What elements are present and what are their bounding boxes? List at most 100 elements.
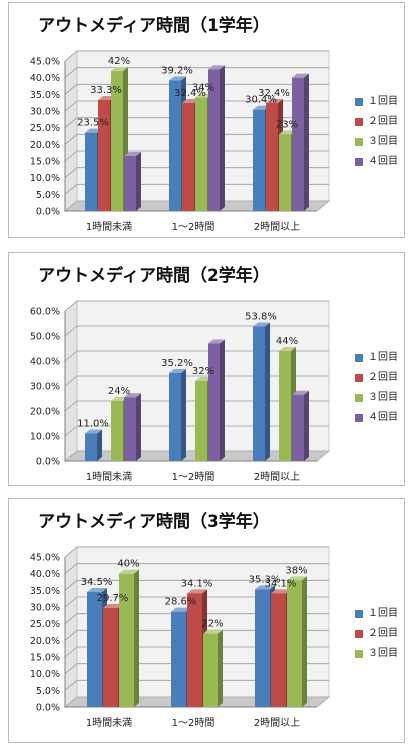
data-label: 38% bbox=[285, 565, 307, 576]
legend-entry: ３回目 bbox=[355, 391, 398, 411]
bar bbox=[111, 67, 128, 211]
y-tick-label: 25.0% bbox=[30, 123, 60, 134]
y-tick-label: 45.0% bbox=[30, 553, 60, 564]
y-tick-label: 40.0% bbox=[30, 73, 60, 84]
y-tick-label: 0.0% bbox=[36, 457, 60, 468]
gridline bbox=[64, 563, 329, 574]
data-label: 22% bbox=[201, 619, 223, 630]
chart-legend: １回目 ２回目 ３回目 bbox=[355, 607, 398, 667]
x-tick-label: 1～2時間 bbox=[172, 471, 215, 483]
y-tick-label: 0.0% bbox=[36, 207, 60, 218]
x-tick-label: 1～2時間 bbox=[172, 717, 215, 729]
y-tick-label: 50.0% bbox=[30, 332, 60, 343]
data-label: 35.3% bbox=[249, 574, 281, 585]
gridline bbox=[64, 300, 329, 312]
data-label: 32% bbox=[192, 366, 214, 377]
gridline bbox=[64, 150, 329, 162]
gridline bbox=[64, 663, 329, 674]
gridline bbox=[64, 546, 329, 558]
y-tick-label: 10.0% bbox=[30, 173, 60, 184]
legend-swatch bbox=[355, 374, 363, 382]
gridline bbox=[64, 100, 329, 112]
data-label: 34.1% bbox=[265, 578, 297, 589]
x-tick-label: 1時間未満 bbox=[86, 221, 132, 233]
gridline bbox=[64, 133, 329, 145]
bar bbox=[119, 569, 139, 707]
legend-entry: ４回目 bbox=[355, 411, 398, 431]
y-tick-label: 40.0% bbox=[30, 357, 60, 368]
legend-label: ４回目 bbox=[368, 156, 398, 167]
legend-label: １回目 bbox=[368, 96, 398, 107]
gridline bbox=[64, 400, 329, 412]
legend-entry: １回目 bbox=[355, 95, 398, 115]
x-tick-label: 1時間未満 bbox=[86, 471, 132, 483]
legend-swatch bbox=[355, 354, 363, 362]
legend-entry: ２回目 bbox=[355, 627, 398, 647]
y-tick-label: 10.0% bbox=[30, 669, 60, 680]
data-label: 34.5% bbox=[81, 577, 113, 588]
legend-swatch bbox=[355, 118, 363, 126]
x-tick-label: 2時間以上 bbox=[254, 717, 300, 729]
data-label: 39.2% bbox=[161, 65, 193, 76]
legend-swatch bbox=[355, 610, 363, 618]
y-tick-label: 30.0% bbox=[30, 603, 60, 614]
bar bbox=[169, 369, 186, 461]
gridline bbox=[64, 167, 329, 178]
y-tick-label: 30.0% bbox=[30, 107, 60, 118]
data-label: 23% bbox=[276, 119, 298, 130]
legend-entry: ４回目 bbox=[355, 155, 398, 175]
legend-swatch bbox=[355, 98, 363, 106]
legend-label: ２回目 bbox=[368, 372, 398, 383]
gridline bbox=[64, 613, 329, 624]
legend-label: １回目 bbox=[368, 352, 398, 363]
legend-entry: １回目 bbox=[355, 351, 398, 371]
x-tick-label: 2時間以上 bbox=[254, 471, 300, 483]
legend-swatch bbox=[355, 650, 363, 658]
gridline bbox=[64, 375, 329, 387]
bar bbox=[85, 429, 102, 461]
y-tick-label: 35.0% bbox=[30, 90, 60, 101]
bar bbox=[124, 152, 141, 211]
y-tick-label: 25.0% bbox=[30, 619, 60, 630]
y-tick-label: 20.0% bbox=[30, 636, 60, 647]
y-tick-label: 30.0% bbox=[30, 382, 60, 393]
y-tick-label: 20.0% bbox=[30, 407, 60, 418]
gridline bbox=[64, 425, 329, 437]
gridline bbox=[64, 183, 329, 195]
legend-entry: ３回目 bbox=[355, 647, 398, 667]
legend-entry: ３回目 bbox=[355, 135, 398, 155]
gridline bbox=[64, 117, 329, 128]
chart-title: アウトメディア時間（3学年） bbox=[38, 512, 270, 532]
data-label: 28.6% bbox=[165, 597, 197, 608]
y-tick-label: 15.0% bbox=[30, 653, 60, 664]
data-label: 34.1% bbox=[181, 578, 213, 589]
x-tick-label: 1時間未満 bbox=[86, 717, 132, 729]
legend-entry: ２回目 bbox=[355, 371, 398, 391]
data-label: 42% bbox=[108, 56, 130, 67]
legend-entry: ２回目 bbox=[355, 115, 398, 135]
gridline bbox=[64, 325, 329, 337]
chart-side-wall bbox=[64, 50, 78, 212]
data-label: 34% bbox=[192, 83, 214, 94]
data-label: 35.2% bbox=[161, 358, 193, 369]
bar bbox=[208, 65, 225, 211]
y-tick-label: 5.0% bbox=[36, 686, 60, 697]
y-tick-label: 60.0% bbox=[30, 307, 60, 318]
chart-panel-grade-1: 0.0% 5.0% 10.0% 15.0% 20.0% 25.0% 30.0% 35.0% 40… bbox=[8, 2, 405, 238]
bar bbox=[208, 339, 225, 461]
x-tick-label: 1～2時間 bbox=[172, 221, 215, 233]
chart-plot-grade-2: 0.0% 10.0% 20.0% 30.0% 40.0% 50.0% 60.0% 1時間未満 1… bbox=[30, 300, 331, 483]
legend-swatch bbox=[355, 138, 363, 146]
data-label: 44% bbox=[276, 336, 298, 347]
y-tick-label: 45.0% bbox=[30, 57, 60, 68]
legend-entry: １回目 bbox=[355, 607, 398, 627]
y-tick-label: 15.0% bbox=[30, 157, 60, 168]
gridline bbox=[64, 83, 329, 95]
data-label: 53.8% bbox=[245, 312, 277, 323]
data-label: 30.4% bbox=[245, 95, 277, 106]
bar bbox=[203, 629, 223, 707]
y-tick-label: 20.0% bbox=[30, 140, 60, 151]
data-label: 11.0% bbox=[77, 419, 109, 430]
data-label: 33.3% bbox=[90, 85, 122, 96]
legend-label: ２回目 bbox=[368, 628, 398, 639]
